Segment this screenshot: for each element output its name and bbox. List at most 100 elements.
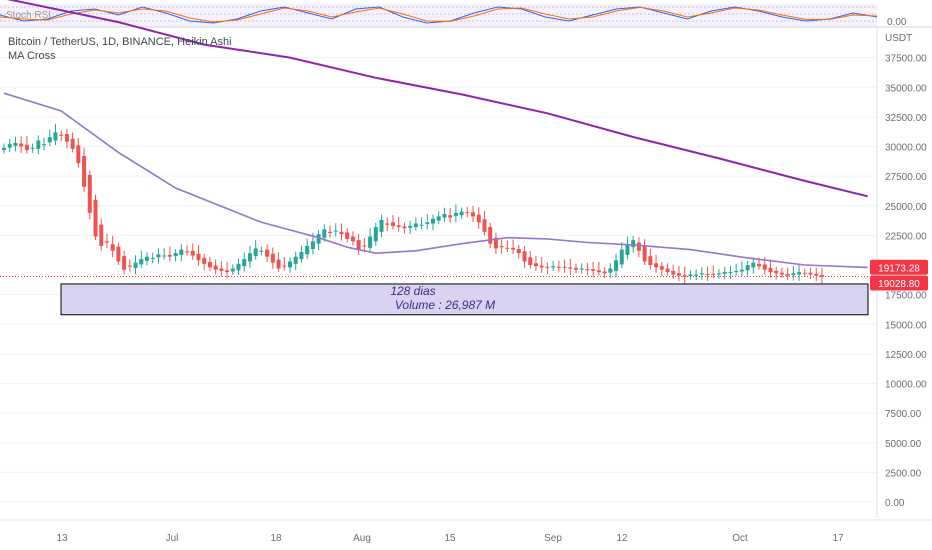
candle-body: [739, 269, 744, 272]
candle-body: [533, 263, 538, 267]
candle-body: [722, 272, 727, 274]
candle-body: [236, 263, 241, 271]
candle-body: [99, 224, 104, 247]
candle-body: [779, 272, 784, 275]
candle-body: [797, 272, 802, 275]
candle-body: [253, 248, 258, 257]
candle-body: [476, 214, 481, 223]
candle-body: [614, 260, 619, 271]
candle-body: [465, 212, 470, 214]
y-tick-label: 25000.00: [885, 202, 927, 213]
candle-body: [259, 250, 264, 252]
candle-body: [442, 214, 447, 218]
y-tick-label: 15000.00: [885, 320, 927, 331]
candle-body: [493, 237, 498, 249]
candle-body: [305, 246, 310, 255]
y-tick-label: 32500.00: [885, 113, 927, 124]
candle-body: [270, 253, 275, 263]
candle-body: [659, 266, 664, 270]
candle-body: [288, 261, 292, 268]
candle-body: [36, 140, 41, 149]
candle-body: [757, 263, 762, 267]
stoch-rsi-badge[interactable]: Stoch RSI: [6, 10, 52, 21]
candle-body: [676, 273, 681, 276]
candle-body: [648, 256, 653, 265]
y-tick-label: 10000.00: [885, 380, 927, 391]
candle-body: [328, 231, 333, 234]
candle-body: [196, 253, 201, 261]
candle-body: [156, 254, 161, 258]
candle-body: [579, 268, 584, 270]
candle-body: [745, 265, 750, 271]
candle-body: [145, 256, 149, 261]
candle-body: [282, 265, 287, 267]
candle-body: [774, 270, 779, 274]
candle-body: [356, 240, 361, 250]
candle-body: [574, 267, 578, 270]
candle-body: [699, 273, 704, 275]
x-tick-label: 18: [270, 533, 282, 544]
indicator-legend[interactable]: MA Cross: [8, 50, 56, 62]
candle-body: [173, 253, 178, 257]
candle-body: [482, 219, 487, 232]
stoch-k-line: [0, 6, 878, 24]
candle-body: [528, 257, 533, 265]
annotation-rect[interactable]: [60, 283, 869, 316]
candle-body: [551, 266, 556, 268]
candle-body: [82, 155, 87, 187]
time-axis[interactable]: 13 Jul 18 Aug 15 Sep 12 Oct 17: [56, 533, 844, 544]
candle-body: [682, 275, 687, 277]
stoch-rsi-pane: 0.00: [0, 4, 932, 28]
candle-body: [413, 223, 418, 228]
y-tick-label: 35000.00: [885, 83, 927, 94]
candle-body: [350, 236, 355, 242]
candle-body: [87, 174, 92, 213]
candle-body: [385, 223, 390, 225]
x-tick-label: Aug: [353, 533, 371, 544]
candle-body: [694, 274, 699, 276]
candle-body: [568, 267, 573, 269]
candle-body: [310, 241, 315, 250]
annotation-volume: Volume : 26,987 M: [395, 298, 495, 312]
candle-body: [608, 268, 613, 273]
candle-body: [751, 262, 756, 268]
candle-body: [30, 147, 35, 149]
candle-body: [19, 143, 24, 147]
range-annotation[interactable]: 128 dias Volume : 26,987 M: [60, 283, 869, 316]
candle-body: [728, 272, 733, 274]
symbol-legend[interactable]: Bitcoin / TetherUS, 1D, BINANCE, Heikin …: [8, 36, 232, 48]
candle-body: [819, 275, 824, 277]
candle-body: [453, 212, 458, 216]
candle-body: [139, 259, 144, 265]
candle-body: [814, 273, 819, 276]
price-axis[interactable]: 37500.00 35000.00 32500.00 30000.00 27500.00…: [885, 54, 927, 509]
candle-body: [133, 262, 138, 268]
candle-body: [808, 272, 813, 275]
candle-body: [734, 270, 739, 273]
candle-body: [539, 265, 544, 268]
candle-body: [322, 229, 327, 238]
candle-body: [402, 226, 407, 229]
candle-body: [717, 273, 721, 275]
candle-body: [585, 269, 590, 271]
candle-body: [425, 222, 430, 225]
x-tick-label: 17: [832, 533, 844, 544]
price-tag: [870, 259, 928, 275]
candle-body: [127, 265, 132, 267]
candle-body: [7, 144, 12, 148]
candle-body: [53, 132, 58, 141]
candle-body: [190, 250, 195, 256]
candle-body: [64, 134, 69, 142]
candle-body: [785, 273, 790, 276]
candle-body: [13, 142, 18, 146]
candle-body: [448, 215, 453, 218]
candle-body: [265, 249, 270, 257]
candle-body: [110, 244, 115, 251]
candle-body: [499, 246, 504, 248]
candle-body: [162, 255, 167, 257]
candle-body: [225, 270, 230, 273]
candle-body: [230, 268, 235, 272]
candle-body: [705, 273, 710, 275]
candle-body: [654, 263, 659, 268]
